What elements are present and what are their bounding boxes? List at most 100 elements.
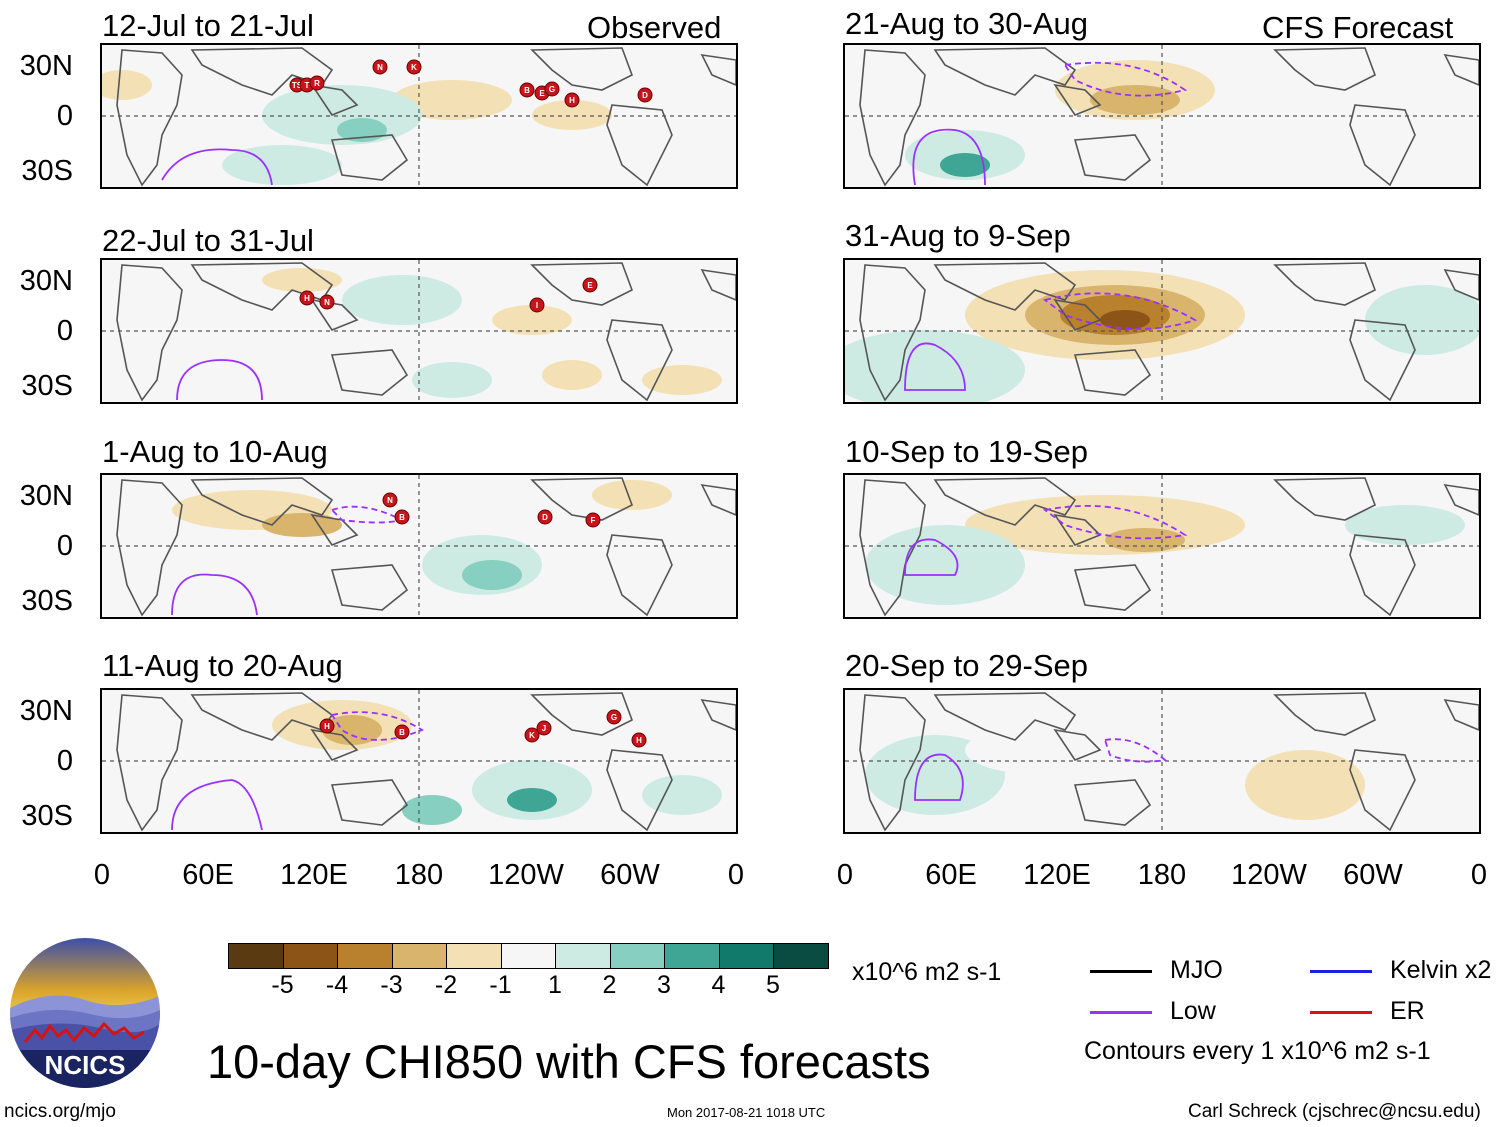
storm-marker: N bbox=[382, 492, 398, 508]
legend-low-label: Low bbox=[1170, 997, 1216, 1025]
storm-marker: K bbox=[524, 727, 540, 743]
map-svg: NB D F bbox=[102, 475, 736, 617]
low-contour bbox=[1103, 738, 1168, 763]
coastline bbox=[859, 264, 926, 402]
legend-er-label: ER bbox=[1390, 997, 1425, 1025]
coastline bbox=[116, 264, 183, 402]
coastline bbox=[530, 47, 633, 91]
logo-text: NCICS bbox=[44, 1050, 126, 1080]
storm-marker: I bbox=[529, 297, 545, 313]
storm-label: N bbox=[324, 298, 330, 307]
coastline bbox=[190, 262, 334, 311]
coastline bbox=[190, 47, 334, 96]
anomaly-region bbox=[1090, 85, 1180, 115]
observed-label: Observed bbox=[587, 10, 722, 45]
map-svg bbox=[845, 690, 1479, 832]
footer-timestamp: Mon 2017-08-21 1018 UTC bbox=[667, 1105, 826, 1120]
lon-label-60e: 60E bbox=[925, 859, 977, 891]
coastline bbox=[1073, 779, 1152, 826]
map-panel-observed-1: TS T R N K B E G H D bbox=[100, 43, 738, 189]
anomaly-region bbox=[532, 100, 612, 130]
coastline bbox=[330, 779, 409, 826]
storm-label: H bbox=[324, 722, 330, 731]
coastline bbox=[1349, 534, 1416, 617]
coastline bbox=[116, 479, 183, 617]
panel-title-4: 11-Aug to 20-Aug bbox=[102, 648, 343, 683]
ncics-logo: NCICS bbox=[10, 938, 160, 1088]
lon-label-0: 0 bbox=[93, 859, 111, 891]
storm-marker: D bbox=[637, 87, 653, 103]
lon-label-120w: 120W bbox=[488, 859, 564, 891]
colorbar-swatch bbox=[447, 944, 502, 968]
lat-label-30s: 30S bbox=[21, 800, 73, 832]
storm-marker: R bbox=[309, 75, 325, 91]
map-panel-forecast-4 bbox=[843, 688, 1481, 834]
storm-label: N bbox=[387, 496, 393, 505]
coastline bbox=[606, 749, 673, 832]
lon-label-60w: 60W bbox=[1343, 859, 1403, 891]
anomaly-region bbox=[940, 153, 990, 177]
low-contour bbox=[176, 359, 263, 401]
legend-mjo-label: MJO bbox=[1170, 956, 1223, 984]
storm-marker: H bbox=[564, 92, 580, 108]
colorbar-tick: 2 bbox=[602, 971, 617, 999]
legend-kelvin-line bbox=[1310, 970, 1372, 973]
storm-label: TS bbox=[292, 81, 303, 90]
coastline bbox=[1053, 728, 1102, 761]
colorbar-swatch bbox=[719, 944, 774, 968]
storm-marker: E bbox=[582, 277, 598, 293]
storm-label: T bbox=[305, 81, 310, 90]
contours-note: Contours every 1 x10^6 m2 s-1 bbox=[1084, 1037, 1431, 1065]
storm-label: B bbox=[524, 86, 530, 95]
anomaly-region bbox=[865, 525, 1025, 605]
legend-kelvin-label: Kelvin x2 bbox=[1390, 956, 1492, 984]
panel-title-1: 12-Jul to 21-Jul bbox=[102, 8, 314, 43]
legend-mjo-line bbox=[1090, 970, 1152, 973]
coastline bbox=[933, 262, 1077, 311]
coastline bbox=[933, 47, 1077, 96]
anomaly-region bbox=[262, 268, 342, 292]
colorbar-swatch bbox=[665, 944, 720, 968]
anomaly-region bbox=[412, 362, 492, 398]
lat-label-0: 0 bbox=[56, 745, 73, 777]
panel-title-8: 20-Sep to 29-Sep bbox=[845, 648, 1089, 683]
colorbar-swatch bbox=[283, 944, 338, 968]
colorbar-tick: 1 bbox=[548, 971, 562, 999]
coastline bbox=[859, 49, 926, 187]
map-panel-forecast-2 bbox=[843, 258, 1481, 404]
coastline bbox=[1073, 564, 1152, 611]
anomaly-region bbox=[492, 305, 572, 335]
anomaly-region bbox=[845, 330, 1025, 402]
coastline bbox=[700, 53, 736, 86]
anomaly-region bbox=[342, 275, 462, 325]
storm-label: F bbox=[591, 516, 596, 525]
coastline bbox=[530, 262, 633, 306]
coastline bbox=[530, 692, 633, 736]
coastline bbox=[700, 268, 736, 301]
anomaly-region bbox=[392, 80, 512, 120]
storm-marker: J bbox=[536, 720, 552, 736]
anomaly-region bbox=[1365, 285, 1479, 355]
anomaly-region bbox=[507, 788, 557, 812]
map-svg bbox=[845, 45, 1479, 187]
map-svg: H B KJ G H bbox=[102, 690, 736, 832]
panel-title-3: 1-Aug to 10-Aug bbox=[102, 434, 328, 469]
coastline bbox=[1273, 477, 1376, 521]
storm-label: H bbox=[569, 96, 575, 105]
coastline bbox=[116, 694, 183, 832]
colorbar-swatch bbox=[610, 944, 665, 968]
map-svg: TS T R N K B E G H D bbox=[102, 45, 736, 187]
coastline bbox=[190, 477, 334, 526]
colorbar-tick: -3 bbox=[380, 971, 403, 999]
low-contour bbox=[330, 711, 424, 741]
anomaly-region bbox=[642, 365, 722, 395]
anomaly-region bbox=[1245, 750, 1365, 820]
lon-label-0: 0 bbox=[727, 859, 745, 891]
coastline bbox=[330, 349, 409, 396]
footer-url[interactable]: ncics.org/mjo bbox=[4, 1101, 116, 1122]
storm-marker: B bbox=[394, 724, 410, 740]
anomaly-region bbox=[1100, 310, 1150, 330]
coastline bbox=[190, 692, 334, 741]
coastline bbox=[310, 728, 359, 761]
